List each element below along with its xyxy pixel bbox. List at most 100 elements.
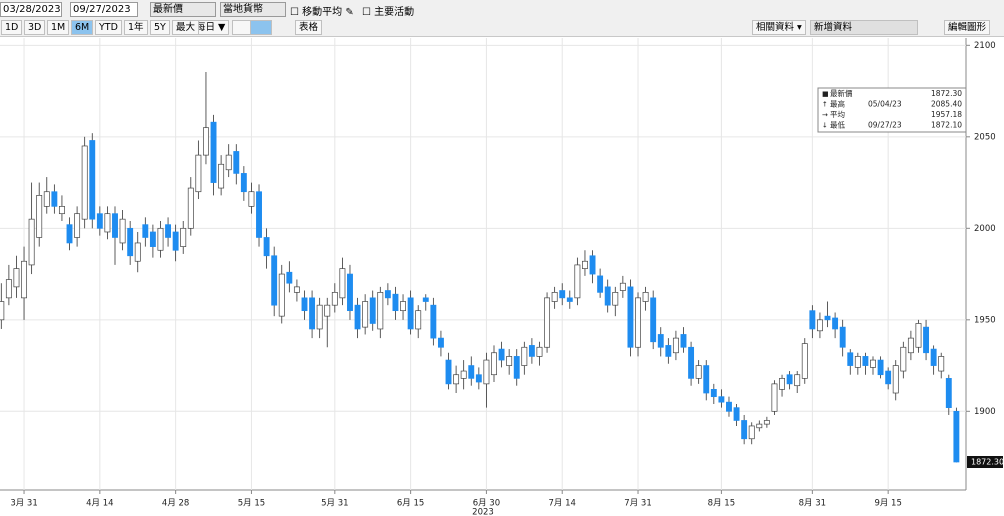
candle-body (703, 365, 710, 394)
info-box: ■ 最新價 1872.30 ↑ 最高 05/04/23 2085.40 → 平均 1957.18 ↓… (817, 87, 967, 133)
candle-body (468, 365, 475, 379)
candle-body (43, 191, 50, 207)
candle-body (604, 286, 611, 306)
range-btn[interactable]: 1年 (124, 20, 148, 35)
candle-body (551, 292, 558, 302)
x-tick-label: 5月 31 (321, 499, 348, 509)
candle-body (58, 206, 65, 215)
candle-body (862, 356, 869, 366)
candle-body (945, 378, 952, 409)
info-value: 1872.30 (931, 89, 962, 98)
info-name: 平均 (830, 109, 845, 119)
y-tick-label: 2100 (974, 41, 996, 51)
end-date[interactable]: 09/27/2023 (70, 2, 138, 17)
x-tick-label: 7月 14 (549, 499, 576, 509)
candle-body (66, 224, 73, 244)
candle-body (407, 297, 414, 330)
candle-body (437, 337, 444, 348)
frequency[interactable]: 每日 ▼ (192, 20, 230, 35)
candle-body (354, 304, 361, 330)
candle-body (930, 348, 937, 366)
field-select[interactable]: 最新價 (150, 2, 216, 17)
candle-body (506, 356, 513, 366)
candle-body (953, 410, 960, 463)
x-tick-label: 3月 31 (10, 499, 37, 509)
candle-body (134, 242, 141, 262)
ma-checkbox[interactable]: ☐ 移動平均 ✎ (290, 7, 354, 18)
info-icon: → (822, 111, 828, 119)
candle-body (400, 301, 406, 312)
candle-body (688, 346, 695, 379)
info-value: 1957.18 (931, 110, 962, 119)
candle-body (180, 227, 187, 247)
candle-body (225, 154, 232, 171)
candle-body (816, 319, 823, 332)
y-tick-label: 1950 (974, 315, 996, 325)
candle-body (521, 346, 528, 366)
events-checkbox[interactable]: ☐ 主要活動 (362, 7, 415, 18)
candle-body (907, 337, 914, 354)
candle-body (498, 348, 505, 361)
candle-body (832, 317, 839, 330)
candle-body (574, 264, 581, 299)
range-btn[interactable]: 1D (1, 20, 23, 35)
candle-body (892, 365, 899, 394)
candle-body (445, 359, 452, 385)
candle-body (650, 297, 657, 343)
year-label: 2023 (472, 508, 494, 516)
range-btn[interactable]: 最大 (172, 20, 200, 35)
info-date: 05/04/23 (868, 100, 902, 109)
candle-body (491, 352, 497, 376)
related-btn[interactable]: 相關資料 ▾ (752, 20, 806, 35)
x-tick-label: 9月 15 (874, 499, 901, 509)
candle-body (877, 359, 884, 376)
candle-body (824, 315, 831, 321)
start-date[interactable]: 03/28/2023 (0, 2, 62, 17)
range-btn[interactable]: 1M (47, 20, 70, 35)
candle-body (21, 260, 27, 299)
add-data[interactable]: 新增資料 (810, 20, 918, 35)
candle-body (915, 323, 922, 348)
x-tick-label: 4月 28 (162, 499, 189, 509)
candle-body (627, 286, 634, 348)
info-name: 最高 (830, 99, 845, 109)
candle-body (422, 297, 429, 302)
candle-body (286, 271, 293, 284)
range-btn[interactable]: 5Y (150, 20, 170, 35)
candle-body (900, 346, 907, 372)
table-btn[interactable]: 表格 (295, 20, 323, 35)
candle-body (430, 304, 437, 339)
last-price-bg (967, 456, 1003, 469)
last-price-label: 1872.30 (971, 458, 1004, 467)
candle-body (923, 326, 930, 354)
candle-body (28, 218, 35, 266)
candle-body (309, 297, 316, 330)
candle-body (642, 292, 649, 302)
edit-chart[interactable]: 編輯圖形 (944, 20, 991, 35)
candle-body (187, 187, 194, 229)
info-name: 最新價 (830, 88, 853, 98)
candle-body (619, 282, 626, 291)
candle-body (127, 227, 134, 257)
candle-body (483, 359, 490, 385)
candle-body (278, 273, 285, 317)
candle-body (801, 343, 808, 379)
y-tick-label: 2050 (974, 132, 996, 142)
tool-btn[interactable] (250, 20, 272, 35)
candle-body (142, 224, 149, 238)
info-name: 最低 (830, 120, 845, 130)
candle-body (695, 365, 702, 379)
range-btn[interactable]: 6M (71, 20, 94, 35)
candle-body (513, 356, 520, 379)
candle-body (13, 268, 20, 288)
range-btn[interactable]: 3D (24, 20, 46, 35)
candle-body (165, 224, 172, 238)
events-label: 主要活動 (374, 7, 415, 18)
candle-body (771, 383, 778, 412)
candle-body (81, 145, 88, 220)
candle-body (475, 374, 482, 383)
range-btn[interactable]: YTD (95, 20, 122, 35)
candle-body (339, 268, 346, 299)
x-tick-label: 7月 31 (624, 499, 651, 509)
currency-select[interactable]: 當地貨幣 (220, 2, 286, 17)
